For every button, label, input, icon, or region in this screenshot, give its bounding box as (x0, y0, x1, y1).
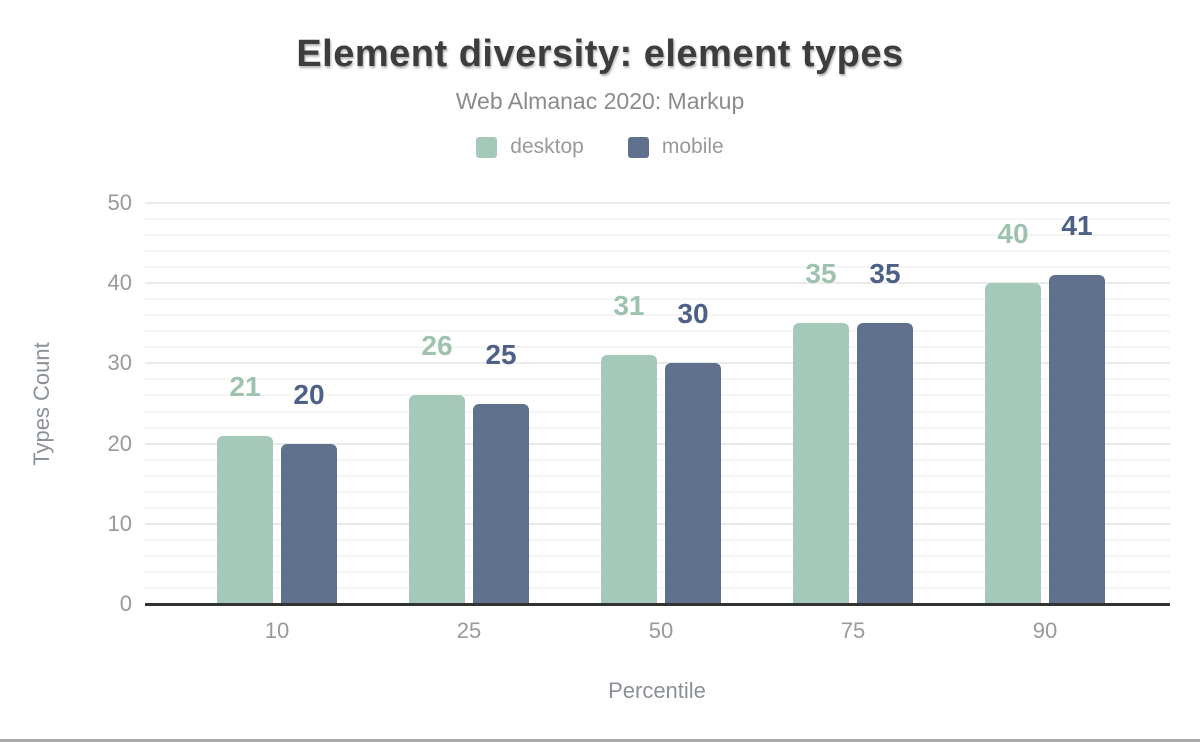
gridline-major (145, 522, 1170, 525)
y-tick-label: 30 (107, 350, 132, 376)
bar-desktop-p50 (601, 355, 657, 604)
legend-swatch-mobile (627, 136, 649, 158)
x-tick-label: 25 (456, 618, 482, 643)
bar-desktop-p75 (793, 323, 849, 604)
gridline-minor (145, 250, 1170, 253)
legend-label-mobile: mobile (661, 135, 724, 158)
x-tick-label: 90 (1032, 618, 1058, 643)
bar-value-label-mobile-p90: 41 (1061, 210, 1093, 242)
gridline-minor (145, 394, 1170, 397)
gridline-minor (145, 410, 1170, 413)
y-tick-label: 0 (119, 591, 132, 616)
gridline-minor (145, 474, 1170, 477)
legend-item-mobile: mobile (627, 135, 724, 159)
bar-value-label-mobile-p10: 20 (293, 378, 325, 410)
bar-mobile-p25 (473, 403, 529, 604)
bar-mobile-p50 (665, 363, 721, 604)
y-tick-label: 50 (107, 190, 132, 215)
gridline-minor (145, 426, 1170, 429)
bar-value-label-desktop-p25: 26 (421, 330, 453, 362)
chart-subtitle: Web Almanac 2020: Markup (455, 88, 745, 114)
bar-mobile-p10 (281, 443, 337, 604)
gridline-minor (145, 538, 1170, 541)
gridline-minor (145, 490, 1170, 493)
gridline-minor (145, 378, 1170, 381)
x-tick-label: 10 (264, 618, 290, 643)
chart-header: Element diversity: element types Web Alm… (0, 0, 1200, 159)
gridline-minor (145, 218, 1170, 221)
gridline-minor (145, 346, 1170, 349)
x-tick-label: 50 (648, 618, 674, 643)
bar-value-label-desktop-p75: 35 (805, 258, 837, 290)
bar-mobile-p90 (1049, 275, 1105, 604)
bar-value-label-desktop-p50: 31 (613, 290, 645, 322)
gridline-minor (145, 554, 1170, 557)
gridline-minor (145, 458, 1170, 461)
gridline-major (145, 282, 1170, 285)
gridline-minor (145, 330, 1170, 333)
bar-value-label-mobile-p25: 25 (485, 338, 517, 370)
legend-item-desktop: desktop (476, 135, 584, 159)
chart-title: Element diversity: element types (296, 33, 904, 75)
bar-mobile-p75 (857, 323, 913, 604)
y-tick-label: 40 (107, 270, 132, 296)
bar-value-label-mobile-p50: 30 (677, 298, 709, 330)
bar-value-label-desktop-p10: 21 (229, 370, 261, 402)
y-tick-label: 20 (107, 430, 132, 456)
x-axis-title: Percentile (608, 678, 706, 703)
x-tick-label: 75 (840, 618, 866, 643)
legend-swatch-desktop (476, 136, 498, 158)
gridline-minor (145, 506, 1170, 509)
gridline-minor (145, 586, 1170, 589)
gridline-minor (145, 266, 1170, 269)
y-axis-title: Types Count (29, 342, 54, 466)
bar-value-label-desktop-p90: 40 (997, 218, 1029, 250)
bar-desktop-p90 (985, 283, 1041, 604)
gridline-minor (145, 234, 1170, 237)
bar-value-label-mobile-p75: 35 (869, 258, 901, 290)
bar-desktop-p25 (409, 395, 465, 604)
x-axis-line (145, 603, 1170, 606)
legend-label-desktop: desktop (510, 135, 584, 158)
gridline-major (145, 442, 1170, 445)
legend: desktop mobile (0, 135, 1200, 159)
gridline-minor (145, 298, 1170, 301)
gridline-major (145, 202, 1170, 204)
bar-desktop-p10 (217, 435, 273, 604)
y-tick-label: 10 (107, 510, 132, 536)
gridline-minor (145, 570, 1170, 573)
gridline-major (145, 362, 1170, 365)
gridline-minor (145, 314, 1170, 317)
